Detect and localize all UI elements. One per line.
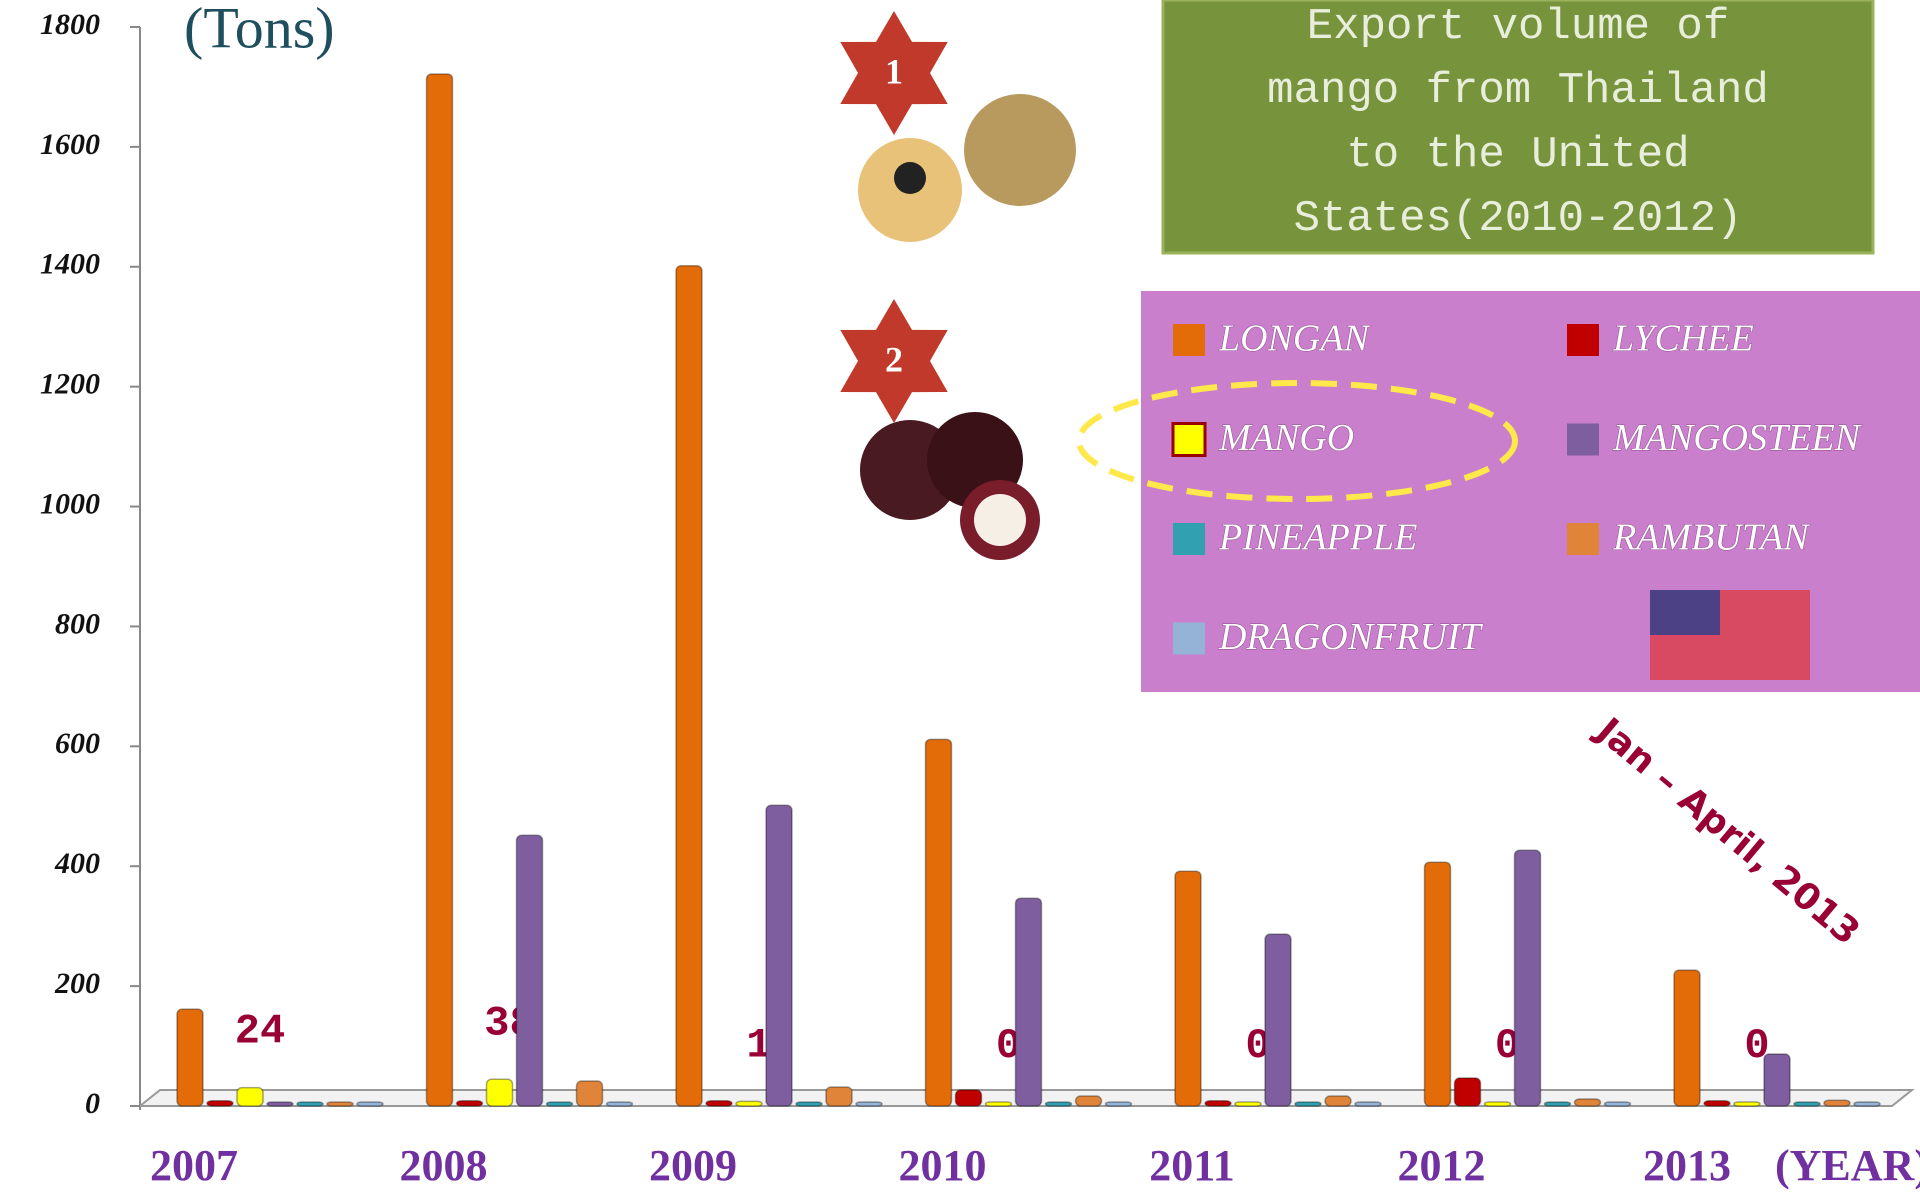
bar xyxy=(237,1088,263,1106)
badge-label: 1 xyxy=(885,51,903,91)
bar xyxy=(926,739,952,1106)
bar xyxy=(357,1102,383,1106)
y-axis-label: (Tons) xyxy=(184,0,335,60)
y-tick-label: 1200 xyxy=(40,368,100,401)
bar xyxy=(1355,1102,1381,1106)
bar xyxy=(177,1009,203,1106)
bar xyxy=(1794,1102,1820,1106)
bar xyxy=(207,1101,233,1106)
y-tick-label: 1800 xyxy=(40,8,100,41)
bar xyxy=(1704,1101,1730,1106)
y-tick-label: 200 xyxy=(54,967,100,1000)
bar xyxy=(1455,1078,1481,1106)
x-tick-label: 2013 xyxy=(1643,1141,1731,1190)
x-tick-label: 2012 xyxy=(1398,1141,1486,1190)
bar xyxy=(1674,970,1700,1106)
bar xyxy=(327,1102,353,1106)
legend-label: LONGAN xyxy=(1218,318,1372,360)
bar xyxy=(956,1090,982,1106)
bar xyxy=(736,1101,762,1106)
bar xyxy=(517,835,543,1106)
bar xyxy=(267,1102,293,1106)
bar xyxy=(1734,1102,1760,1106)
bar xyxy=(766,805,792,1106)
bar xyxy=(1545,1102,1571,1106)
x-tick-label: 2007 xyxy=(150,1141,238,1190)
bar xyxy=(856,1102,882,1106)
annotation: Jan – April, 2013 xyxy=(1587,709,1868,954)
bar xyxy=(1235,1102,1261,1106)
bar xyxy=(1575,1099,1601,1106)
bar xyxy=(1205,1101,1231,1106)
chart: (Tons) Jan – April, 2013 (YEAR) 0 200 400 6… xyxy=(0,0,1920,1200)
bar xyxy=(826,1087,852,1106)
legend-swatch xyxy=(1173,523,1205,555)
bar xyxy=(487,1079,513,1106)
y-tick-label: 1000 xyxy=(40,487,100,520)
bar xyxy=(547,1102,573,1106)
bar xyxy=(1046,1102,1072,1106)
data-label: 24 xyxy=(235,1008,285,1056)
y-tick-label: 400 xyxy=(54,847,100,880)
x-tick-label: 2009 xyxy=(649,1141,737,1190)
legend-label: RAMBUTAN xyxy=(1612,517,1811,559)
legend-label: DRAGONFRUIT xyxy=(1218,616,1484,658)
bar xyxy=(457,1101,483,1106)
bar xyxy=(1515,850,1541,1106)
bar xyxy=(1325,1096,1351,1106)
bar xyxy=(676,266,702,1106)
bar xyxy=(706,1101,732,1106)
bar xyxy=(796,1102,822,1106)
bar xyxy=(297,1102,323,1106)
bar xyxy=(1764,1054,1790,1106)
x-tick-label: 2008 xyxy=(400,1141,488,1190)
bar xyxy=(1076,1096,1102,1106)
bar xyxy=(577,1081,603,1106)
legend-label: PINEAPPLE xyxy=(1218,517,1417,559)
bar xyxy=(1175,871,1201,1106)
bar xyxy=(1824,1100,1850,1106)
legend-swatch xyxy=(1567,324,1599,356)
bar xyxy=(1295,1102,1321,1106)
legend-swatch xyxy=(1567,523,1599,555)
y-tick-label: 800 xyxy=(55,607,100,640)
legend-swatch xyxy=(1173,424,1205,456)
bar xyxy=(1106,1102,1132,1106)
legend-label: LYCHEE xyxy=(1612,318,1754,360)
bar xyxy=(1016,898,1042,1106)
y-tick-label: 1400 xyxy=(40,248,100,281)
x-tick-label: 2010 xyxy=(899,1141,987,1190)
bar xyxy=(1485,1102,1511,1106)
legend-swatch xyxy=(1173,623,1205,655)
bar xyxy=(607,1102,633,1106)
legend-label: MANGOSTEEN xyxy=(1612,417,1863,459)
x-tick-label: 2011 xyxy=(1149,1141,1235,1190)
bar xyxy=(1605,1102,1631,1106)
y-tick-label: 1600 xyxy=(40,128,100,161)
x-axis-label: (YEAR) xyxy=(1775,1141,1920,1190)
bar xyxy=(1854,1102,1880,1106)
badge-label: 2 xyxy=(885,339,903,379)
bar xyxy=(427,74,453,1106)
legend-label: MANGO xyxy=(1218,417,1354,459)
legend-swatch xyxy=(1567,424,1599,456)
bar xyxy=(986,1102,1012,1106)
y-tick-label: 600 xyxy=(55,727,100,760)
bar xyxy=(1425,862,1451,1106)
bar xyxy=(1265,934,1291,1106)
y-tick-label: 0 xyxy=(85,1087,100,1120)
legend-swatch xyxy=(1173,324,1205,356)
